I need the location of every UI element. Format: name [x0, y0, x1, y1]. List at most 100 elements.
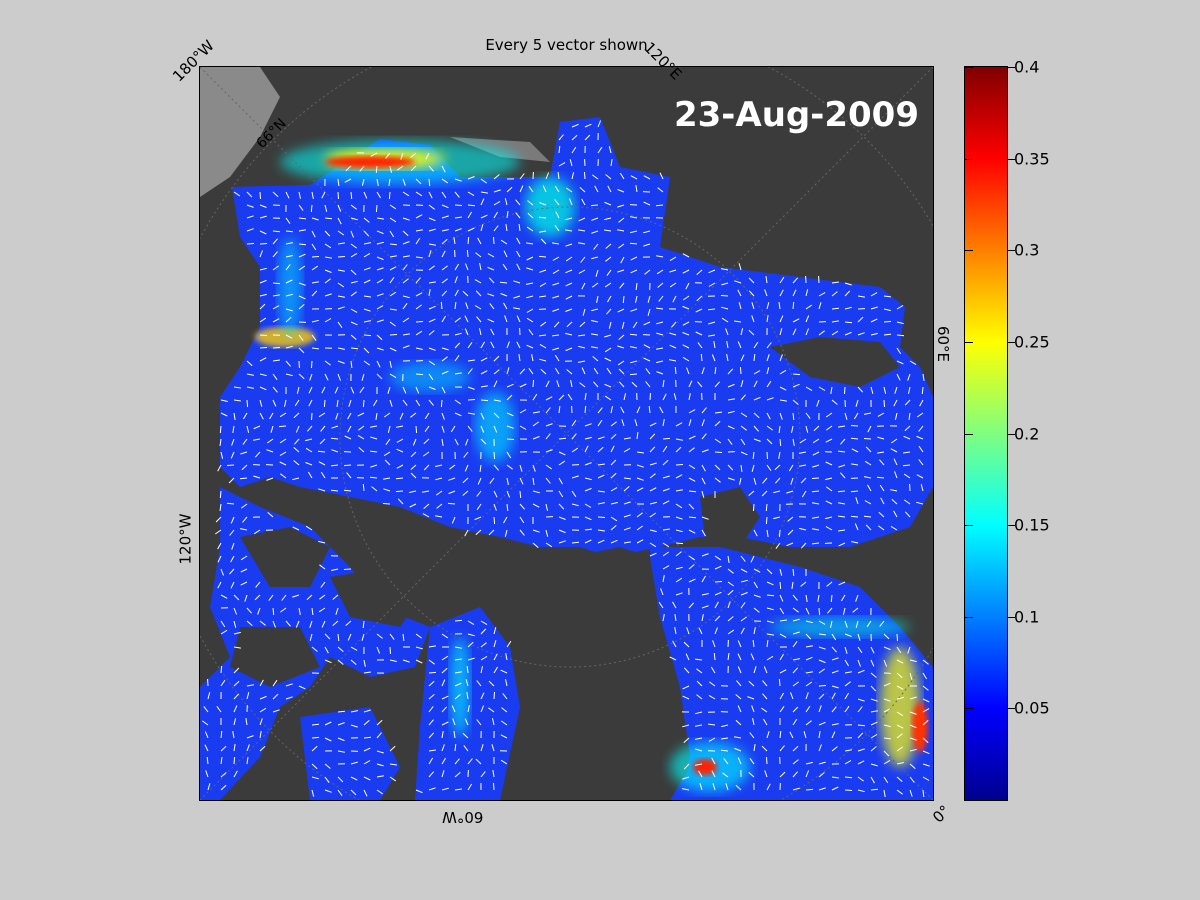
vector-arrow	[490, 328, 495, 336]
vector-arrow	[727, 568, 734, 574]
vector-arrow	[337, 295, 345, 298]
vector-arrow	[593, 367, 599, 375]
vector-arrow	[415, 347, 423, 350]
vector-arrow	[298, 334, 304, 341]
vector-arrow	[766, 655, 774, 661]
vector-arrow	[714, 464, 721, 471]
vector-arrow	[696, 680, 703, 687]
vector-arrow	[441, 412, 445, 420]
vector-arrow	[375, 412, 378, 420]
vector-arrow	[594, 185, 599, 193]
vector-arrow	[493, 355, 500, 362]
vector-arrow	[487, 253, 495, 258]
vector-arrow	[389, 255, 397, 258]
vector-arrow	[766, 315, 769, 323]
vector-arrow	[831, 692, 836, 700]
colorbar-tick	[965, 67, 973, 68]
vector-arrow	[596, 295, 599, 303]
vector-arrow	[519, 185, 524, 193]
vector-arrow	[876, 476, 885, 479]
vector-arrow	[805, 315, 810, 323]
vector-arrow	[857, 386, 864, 393]
vector-arrow	[751, 302, 755, 310]
vector-arrow	[226, 502, 235, 505]
vector-arrow	[324, 318, 332, 323]
vector-arrow	[545, 396, 553, 401]
vector-arrow	[454, 289, 459, 297]
vector-arrow	[428, 757, 434, 765]
arctic-ocean	[220, 117, 933, 557]
vector-arrow	[402, 345, 410, 349]
vector-arrow	[330, 489, 339, 492]
vector-arrow	[779, 706, 785, 713]
vector-arrow	[519, 368, 526, 375]
graticule	[200, 67, 933, 800]
vector-arrow	[740, 380, 744, 388]
vector-arrow	[516, 263, 521, 271]
vector-arrow	[310, 204, 313, 213]
vector-arrow	[372, 399, 378, 407]
vector-arrow	[688, 602, 695, 609]
vector-arrow	[591, 320, 599, 323]
vector-arrow	[805, 633, 812, 640]
vector-arrow	[389, 230, 395, 238]
vector-arrow	[361, 178, 365, 186]
vector-arrow	[217, 581, 222, 589]
vector-arrow	[619, 172, 625, 180]
vector-arrow	[838, 529, 846, 532]
vector-arrow	[662, 419, 665, 427]
vector-arrow	[682, 776, 690, 780]
vector-arrow	[266, 477, 274, 481]
vector-arrow	[635, 185, 638, 193]
vector-arrow	[272, 373, 278, 380]
vector-arrow	[557, 172, 560, 180]
vector-arrow	[474, 305, 482, 310]
vector-arrow	[441, 315, 447, 323]
vector-arrow	[740, 394, 746, 401]
vector-arrow	[775, 542, 781, 549]
vector-arrow	[279, 451, 287, 457]
vector-arrow	[285, 293, 293, 297]
vector-arrow	[610, 487, 618, 492]
vector-arrow	[230, 581, 235, 589]
vector-arrow	[480, 425, 485, 433]
vector-arrow	[595, 269, 599, 277]
vector-arrow	[695, 737, 703, 740]
vector-arrow	[825, 526, 833, 531]
vector-arrow	[883, 659, 888, 667]
vector-arrow	[428, 399, 434, 406]
vector-arrow	[907, 373, 911, 381]
vector-arrow	[519, 173, 525, 180]
vector-arrow	[558, 162, 566, 167]
vector-arrow	[685, 653, 690, 661]
vector-arrow	[396, 425, 404, 428]
vector-arrow	[721, 317, 729, 323]
vector-arrow	[779, 730, 782, 739]
vector-arrow	[259, 191, 261, 200]
vector-arrow	[701, 433, 707, 440]
vector-arrow	[554, 354, 560, 362]
vector-arrow	[545, 172, 550, 180]
vector-arrow	[337, 178, 340, 186]
vector-arrow	[506, 425, 514, 429]
vector-arrow	[385, 438, 391, 445]
vector-arrow	[805, 289, 809, 297]
vector-arrow	[766, 633, 774, 636]
vector-arrow	[272, 620, 276, 628]
vector-arrow	[311, 256, 320, 258]
vector-arrow	[337, 646, 344, 652]
vector-arrow	[350, 646, 358, 651]
vector-arrow	[883, 737, 891, 740]
vector-arrow	[701, 529, 706, 537]
vector-arrow	[324, 373, 329, 381]
vector-arrow	[441, 356, 448, 362]
vector-arrow	[259, 347, 268, 349]
vector-arrow	[233, 399, 241, 402]
vector-arrow	[363, 776, 371, 781]
vector-arrow	[428, 228, 436, 232]
vector-arrow	[825, 500, 833, 505]
vector-arrow	[279, 461, 287, 466]
vector-arrow	[604, 229, 612, 232]
vector-arrow	[462, 290, 469, 297]
vector-arrow	[558, 516, 566, 520]
